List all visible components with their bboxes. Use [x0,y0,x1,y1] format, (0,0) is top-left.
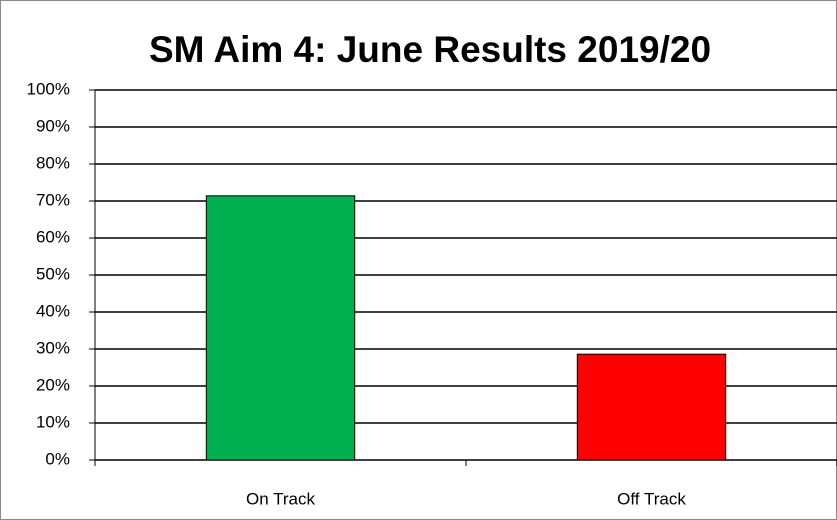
y-tick-label: 70% [36,190,70,209]
y-tick-label: 10% [36,412,70,431]
bar [205,195,356,461]
y-tick-label: 50% [36,264,70,283]
x-tick-label: Off Track [617,489,686,508]
y-tick-label: 80% [36,153,70,172]
y-tick-label: 100% [27,79,70,98]
y-tick-label: 90% [36,116,70,135]
y-tick-label: 0% [45,449,70,468]
x-tick-label: On Track [246,489,315,508]
y-tick-label: 60% [36,227,70,246]
y-tick-label: 20% [36,375,70,394]
bar [576,353,727,461]
y-tick-label: 40% [36,301,70,320]
chart-title: SM Aim 4: June Results 2019/20 [149,29,711,70]
y-tick-label: 30% [36,338,70,357]
